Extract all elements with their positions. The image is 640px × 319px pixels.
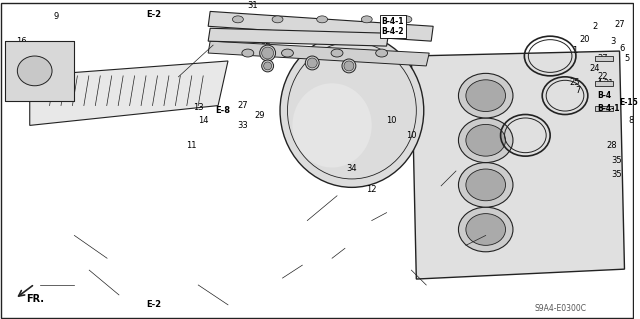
Text: 8: 8: [628, 116, 634, 125]
Text: 13: 13: [193, 103, 204, 112]
Text: 19: 19: [10, 71, 20, 80]
Text: 26: 26: [10, 63, 20, 71]
Text: 6: 6: [620, 44, 625, 53]
Ellipse shape: [232, 16, 243, 23]
Circle shape: [262, 47, 273, 59]
Bar: [5, 41, 74, 100]
Ellipse shape: [292, 83, 372, 167]
Text: E-8: E-8: [216, 106, 230, 115]
Ellipse shape: [458, 207, 513, 252]
Ellipse shape: [458, 163, 513, 207]
Ellipse shape: [242, 49, 253, 57]
Text: 27: 27: [614, 20, 625, 29]
Circle shape: [344, 61, 354, 71]
Text: 25: 25: [570, 78, 580, 87]
Polygon shape: [208, 28, 388, 46]
Text: 32: 32: [260, 37, 271, 46]
Text: 31: 31: [248, 1, 258, 10]
Text: FR.: FR.: [26, 294, 44, 304]
Text: 35: 35: [611, 170, 622, 180]
Text: 10: 10: [406, 131, 417, 140]
Ellipse shape: [466, 169, 506, 201]
Text: 23: 23: [22, 78, 33, 87]
Text: B-4: B-4: [598, 91, 612, 100]
Text: 29: 29: [255, 111, 265, 120]
Ellipse shape: [466, 80, 506, 112]
Text: 30: 30: [39, 94, 50, 103]
Text: 21: 21: [604, 79, 614, 88]
Circle shape: [342, 59, 356, 73]
Text: 11: 11: [186, 141, 196, 150]
Polygon shape: [412, 51, 625, 279]
Text: 28: 28: [606, 141, 617, 150]
Ellipse shape: [362, 16, 372, 23]
Text: 7: 7: [575, 86, 580, 95]
Text: 27: 27: [597, 54, 608, 63]
Text: E-2: E-2: [146, 10, 161, 19]
Ellipse shape: [317, 16, 328, 23]
Circle shape: [307, 58, 317, 68]
Text: 24: 24: [589, 64, 600, 73]
Circle shape: [264, 62, 271, 70]
Text: 34: 34: [347, 164, 357, 173]
Text: E-15: E-15: [620, 98, 638, 107]
Ellipse shape: [401, 16, 412, 23]
Circle shape: [260, 45, 276, 61]
Polygon shape: [29, 61, 228, 125]
Ellipse shape: [280, 34, 424, 187]
Text: 20: 20: [580, 35, 590, 44]
Ellipse shape: [376, 49, 388, 57]
Ellipse shape: [466, 214, 506, 245]
Text: 9: 9: [54, 12, 59, 21]
Text: 5: 5: [625, 54, 630, 63]
Text: 1: 1: [572, 46, 577, 55]
Ellipse shape: [458, 73, 513, 118]
Circle shape: [262, 60, 273, 72]
Text: E-2: E-2: [146, 300, 161, 309]
Ellipse shape: [17, 56, 52, 86]
Text: 4: 4: [597, 79, 602, 88]
Text: 22: 22: [597, 72, 608, 81]
Ellipse shape: [282, 49, 293, 57]
Text: 14: 14: [198, 116, 209, 125]
Text: B-4-1
B-4-2: B-4-1 B-4-2: [381, 17, 404, 36]
Polygon shape: [208, 41, 429, 66]
Text: B-4-1: B-4-1: [598, 104, 620, 113]
Text: 35: 35: [611, 156, 622, 165]
Text: 33: 33: [237, 121, 248, 130]
Bar: [595, 81, 612, 86]
Ellipse shape: [331, 49, 343, 57]
Text: S9A4-E0300C: S9A4-E0300C: [534, 304, 586, 313]
Polygon shape: [208, 11, 433, 41]
Ellipse shape: [466, 124, 506, 156]
Ellipse shape: [272, 16, 283, 23]
Text: 12: 12: [367, 185, 377, 194]
Text: 30: 30: [17, 62, 27, 70]
Bar: [5, 41, 74, 100]
Text: 2: 2: [592, 22, 597, 31]
Text: 27: 27: [237, 101, 248, 110]
Bar: [595, 56, 612, 61]
Text: 16: 16: [17, 37, 27, 46]
Text: 6: 6: [265, 22, 270, 31]
Ellipse shape: [458, 118, 513, 163]
Circle shape: [305, 56, 319, 70]
Bar: [595, 106, 612, 111]
Text: 10: 10: [387, 116, 397, 125]
Text: 3: 3: [610, 37, 615, 46]
